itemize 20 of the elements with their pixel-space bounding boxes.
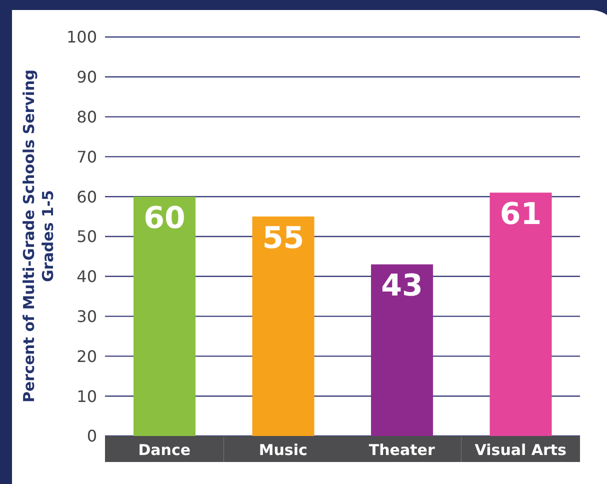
x-tick-label: Dance	[138, 441, 191, 459]
y-tick-label: 30	[76, 306, 97, 326]
x-tick-label: Music	[258, 441, 308, 459]
y-axis-title: Percent of Multi-Grade Schools Serving Grades 1-5	[20, 68, 58, 404]
y-tick-label: 70	[76, 147, 97, 166]
y-tick-label: 40	[76, 267, 97, 286]
data-label: 43	[381, 268, 423, 304]
y-tick-label: 80	[76, 107, 97, 126]
y-tick-label: 100	[66, 28, 97, 47]
x-tick-label: Visual Arts	[474, 441, 567, 459]
y-tick-label: 90	[76, 68, 97, 87]
y-tick-label: 50	[76, 227, 97, 246]
y-tick-label: 20	[76, 346, 97, 366]
y-tick-label: 10	[76, 386, 97, 406]
x-tick-label: Theater	[368, 441, 436, 459]
y-tick-label: 60	[76, 187, 97, 206]
data-label: 61	[500, 196, 542, 232]
data-label: 55	[262, 220, 304, 256]
y-tick-label: 0	[86, 426, 97, 446]
data-label: 60	[144, 200, 186, 236]
